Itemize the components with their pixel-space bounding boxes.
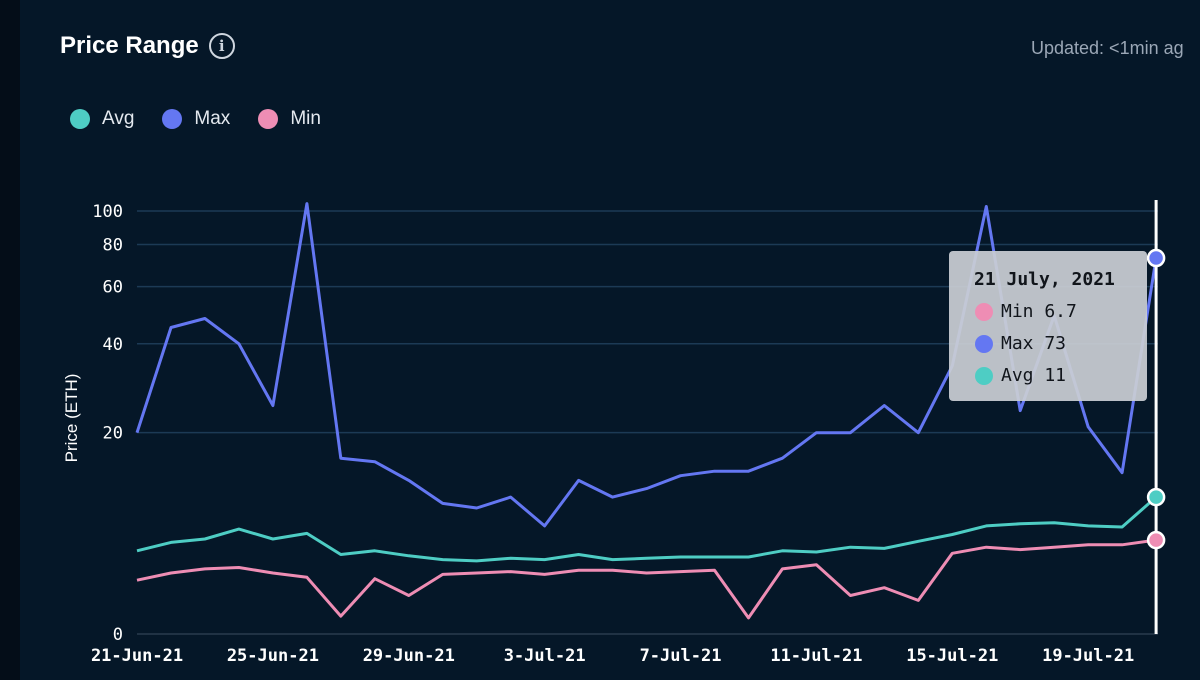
info-icon[interactable]: i xyxy=(208,33,235,59)
x-tick-label: 3-Jul-21 xyxy=(504,646,586,666)
tooltip-date: 21 July, 2021 xyxy=(974,269,1115,290)
legend-item-avg[interactable]: Avg xyxy=(70,108,134,130)
y-tick-label: 40 xyxy=(103,335,123,355)
avg-legend-dot xyxy=(70,109,90,129)
x-tick-label: 7-Jul-21 xyxy=(640,646,722,666)
max-legend-dot xyxy=(162,109,183,129)
series-line-max xyxy=(135,202,1158,528)
min-dot-icon xyxy=(975,302,993,321)
x-tick-label: 25-Jun-21 xyxy=(227,646,319,666)
x-tick-label: 15-Jul-21 xyxy=(906,646,998,666)
hover-tooltip: 21 July, 2021 Min 6.7 Max 73 Avg 11 xyxy=(949,251,1147,401)
legend-item-min[interactable]: Min xyxy=(258,108,321,130)
price-chart[interactable]: 0 20 40 60 80 100 21-Jun-21 25-Jun-21 29-Jun-21 3… xyxy=(20,0,1200,680)
y-tick-label: 100 xyxy=(92,202,123,222)
updated-status: Updated: <1min ag xyxy=(1031,38,1184,58)
price-range-panel: Price Range i Updated: <1min ag Avg Max … xyxy=(20,0,1200,680)
series-line-min xyxy=(136,538,1157,620)
tooltip-max-text: Max 73 xyxy=(1001,333,1067,354)
legend-label: Avg xyxy=(102,108,135,129)
min-legend-dot xyxy=(258,109,279,129)
y-tick-label: 80 xyxy=(103,235,123,255)
x-tick-label: 11-Jul-21 xyxy=(770,646,862,666)
y-tick-label: 0 xyxy=(113,625,123,645)
y-tick-label: 20 xyxy=(103,424,123,444)
x-tick-label: 29-Jun-21 xyxy=(363,646,455,666)
left-edge-strip xyxy=(0,0,20,680)
data-point-max xyxy=(1146,248,1166,268)
x-tick-label: 19-Jul-21 xyxy=(1042,646,1134,666)
avg-dot-icon xyxy=(975,366,993,385)
legend-label: Max xyxy=(194,108,231,129)
tooltip-row-max: Max 73 xyxy=(975,333,1066,354)
x-tick-label: 21-Jun-21 xyxy=(91,646,183,666)
data-point-avg xyxy=(1146,487,1166,507)
data-point-min xyxy=(1146,530,1166,550)
series-line-avg xyxy=(136,495,1158,563)
legend-label: Min xyxy=(290,108,321,129)
tooltip-row-min: Min 6.7 xyxy=(975,301,1077,322)
chart-legend: Avg Max Min xyxy=(70,108,321,130)
y-tick-label: 60 xyxy=(103,278,123,298)
tooltip-min-text: Min 6.7 xyxy=(1001,301,1077,322)
y-axis-title: Price (ETH) xyxy=(62,374,81,463)
panel-title: Price Range xyxy=(60,32,199,59)
title-row: Price Range i xyxy=(60,32,235,60)
tooltip-avg-text: Avg 11 xyxy=(1001,365,1067,386)
max-dot-icon xyxy=(975,334,993,353)
legend-item-max[interactable]: Max xyxy=(162,108,230,130)
tooltip-row-avg: Avg 11 xyxy=(975,365,1066,386)
